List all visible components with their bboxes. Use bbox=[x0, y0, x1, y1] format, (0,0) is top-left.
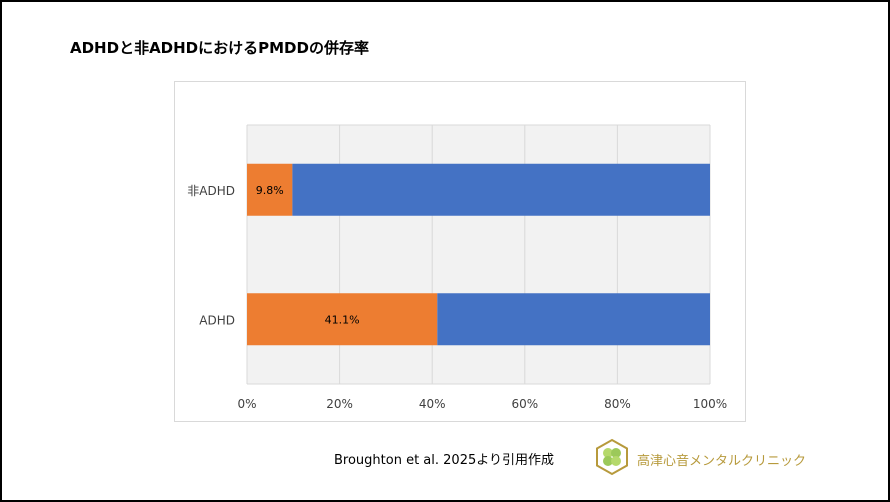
x-tick-label: 100% bbox=[693, 397, 727, 411]
x-tick-label: 60% bbox=[511, 397, 538, 411]
data-label: 9.8% bbox=[256, 184, 284, 197]
x-tick-label: 80% bbox=[604, 397, 631, 411]
bar-segment bbox=[247, 293, 438, 346]
bar-segment bbox=[292, 163, 710, 216]
data-label: 41.1% bbox=[325, 313, 360, 326]
category-label: 非ADHD bbox=[187, 184, 235, 198]
bar-segment bbox=[437, 293, 710, 346]
category-label: ADHD bbox=[199, 313, 235, 327]
x-tick-label: 20% bbox=[326, 397, 353, 411]
clinic-name: 高津心音メンタルクリニック bbox=[637, 454, 807, 469]
citation: Broughton et al. 2025より引用作成 bbox=[334, 453, 554, 468]
page-title: ADHDと非ADHDにおけるPMDDの併存率 bbox=[70, 39, 369, 57]
clover-hexagon-logo-icon bbox=[596, 438, 628, 476]
x-tick-label: 0% bbox=[237, 397, 256, 411]
x-tick-label: 40% bbox=[419, 397, 446, 411]
bar-segment bbox=[247, 163, 293, 216]
